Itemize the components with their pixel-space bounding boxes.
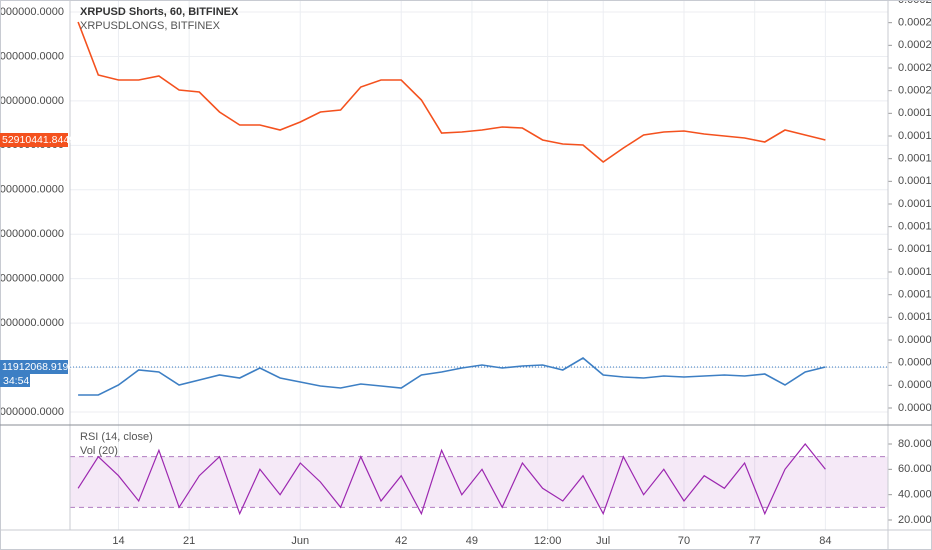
rsi-band (70, 456, 888, 508)
x-tick-label: 77 (749, 535, 761, 547)
y-tick-label: 4000000.0000 (0, 406, 64, 418)
rsi-tick-label: 40.0000 (898, 489, 932, 501)
y2-tick-label: 0.0001 (898, 130, 932, 142)
legend-entry: XRPUSDLONGS, BITFINEX (80, 20, 221, 32)
y2-tick-label: 0.0002 (898, 85, 932, 97)
y2-tick-label: 0.0001 (898, 153, 932, 165)
y2-tick-label: 0.0001 (898, 243, 932, 255)
legend-entry: RSI (14, close) (80, 431, 153, 443)
rsi-tick-label: 80.0000 (898, 438, 932, 450)
y-tick-label: 28000000.0000 (0, 273, 64, 285)
y2-tick-label: 0.0000 (898, 357, 932, 369)
x-tick-label: Jun (291, 535, 309, 547)
x-tick-label: 42 (395, 535, 407, 547)
legend-entry: Vol (20) (80, 445, 118, 457)
y2-tick-label: 0.0001 (898, 221, 932, 233)
countdown: 34:54 (3, 375, 29, 387)
y2-tick-label: 0.0002 (898, 39, 932, 51)
x-tick-label: Jul (596, 535, 610, 547)
x-tick-label: 70 (678, 535, 690, 547)
x-tick-label: 84 (819, 535, 831, 547)
y2-tick-label: 0.0001 (898, 266, 932, 278)
rsi-tick-label: 20.0000 (898, 514, 932, 526)
last-value-tag (0, 360, 68, 374)
y2-tick-label: 0.0001 (898, 198, 932, 210)
y2-tick-label: 0.0001 (898, 175, 932, 187)
y2-tick-label: 0.0000 (898, 402, 932, 414)
y2-tick-label: 0.0002 (898, 17, 932, 29)
y2-tick-label: 0.0001 (898, 289, 932, 301)
y2-tick-label: 0.0000 (898, 334, 932, 346)
y-tick-label: 20000000.0000 (0, 317, 64, 329)
x-tick-label: 14 (112, 535, 124, 547)
y-tick-label: 68000000.0000 (0, 50, 64, 62)
y2-tick-label: 0.0000 (898, 379, 932, 391)
series-line (78, 357, 826, 396)
y2-tick-label: 0.0001 (898, 311, 932, 323)
x-tick-label: 21 (183, 535, 195, 547)
last-value-tag (0, 133, 68, 147)
y-tick-label: 60000000.0000 (0, 95, 64, 107)
series-line (77, 21, 826, 164)
legend-entry: XRPUSD Shorts, 60, BITFINEX (80, 6, 239, 18)
countdown-tag (0, 374, 30, 387)
y2-tick-label: 0.0002 (898, 62, 932, 74)
rsi-tick-label: 60.0000 (898, 463, 932, 475)
last-value-label: 11912068.9194 (2, 361, 74, 373)
last-value-label: 52910441.8449 (2, 134, 75, 146)
x-tick-label: 49 (466, 535, 478, 547)
x-tick-label: 12:00 (534, 535, 562, 547)
series-line (77, 443, 826, 516)
y-tick-label: 36000000.0000 (0, 228, 64, 240)
y2-tick-label: 0.0002 (898, 0, 932, 6)
y2-tick-label: 0.0001 (898, 107, 932, 119)
y-tick-label: 76000000.0000 (0, 6, 64, 18)
